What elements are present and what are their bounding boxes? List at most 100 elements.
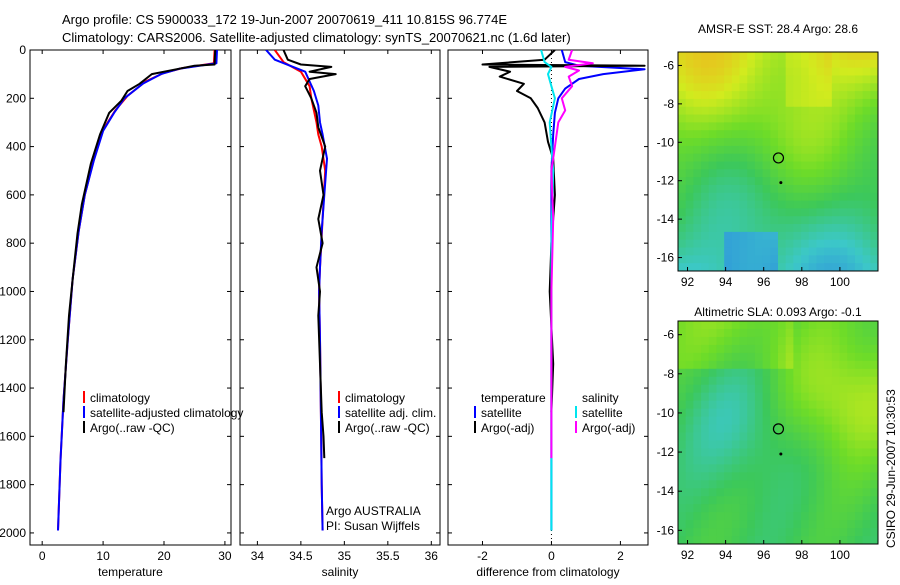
map-cell — [801, 432, 810, 442]
map-cell — [701, 520, 710, 529]
map-cell — [762, 384, 771, 394]
map-cell — [762, 440, 771, 450]
map-cell — [778, 336, 787, 346]
map-cell — [731, 184, 741, 194]
map-cell — [793, 184, 802, 194]
map-cell — [778, 208, 787, 217]
map-cell — [816, 184, 825, 194]
map-cell — [747, 263, 756, 271]
map-cell — [808, 161, 818, 170]
map-cell — [847, 512, 856, 521]
map-cell — [708, 336, 718, 346]
map-cell — [685, 224, 694, 233]
map-cell — [747, 231, 756, 241]
map-cell — [854, 122, 864, 131]
map-cell — [831, 216, 841, 225]
map-cell — [839, 130, 848, 139]
map-cell — [678, 520, 687, 529]
map-cell — [793, 520, 802, 529]
x-tick-label: 2 — [617, 549, 624, 563]
map-cell — [685, 528, 694, 537]
map-cell — [701, 392, 710, 402]
map-cell — [770, 368, 779, 378]
map-cell — [724, 200, 733, 210]
map-cell — [724, 145, 733, 155]
map-cell — [739, 83, 748, 92]
map-cell — [693, 83, 702, 92]
map-cell — [862, 231, 871, 241]
map-cell — [701, 504, 710, 513]
map-cell — [816, 263, 825, 271]
map-cell — [824, 263, 833, 271]
map-cell — [747, 216, 756, 225]
map-cell — [762, 106, 771, 116]
map-cell — [716, 52, 725, 61]
map-cell — [678, 192, 687, 202]
map-cell — [854, 153, 864, 163]
map-cell — [839, 263, 848, 271]
map-cell — [724, 239, 733, 249]
map-cell — [831, 400, 841, 410]
map-cell — [847, 247, 856, 256]
map-cell — [724, 224, 733, 233]
map-cell — [747, 392, 756, 402]
map-cell — [847, 456, 856, 465]
map-cell — [701, 169, 710, 178]
map-cell — [862, 161, 871, 170]
map-cell — [808, 416, 818, 426]
map-cell — [808, 448, 818, 457]
map-cell — [747, 224, 756, 233]
map-cell — [739, 352, 748, 362]
map-cell — [693, 368, 702, 378]
map-cell — [724, 456, 733, 465]
map-cell — [724, 231, 733, 241]
map-cell — [716, 321, 725, 330]
map-cell — [831, 263, 841, 271]
map-cell — [693, 52, 702, 61]
map-cell — [808, 336, 818, 346]
map-cell — [854, 488, 864, 497]
map-cell — [824, 424, 833, 434]
map-cell — [724, 184, 733, 194]
map-cell — [708, 231, 718, 241]
map-cell — [816, 216, 825, 225]
map-cell — [731, 376, 741, 386]
map-cell — [685, 512, 694, 521]
map-cell — [724, 488, 733, 497]
map-cell — [762, 255, 771, 264]
map-cell — [839, 392, 848, 402]
map-cell — [862, 52, 871, 61]
map-cell — [778, 263, 787, 271]
map-cell — [762, 360, 771, 370]
map-cell — [708, 106, 718, 116]
map-cell — [785, 520, 794, 529]
map-cell — [778, 75, 787, 84]
map-cell — [724, 528, 733, 537]
map-cell — [870, 161, 878, 170]
map-cell — [801, 161, 810, 170]
map-cell — [854, 184, 864, 194]
map-cell — [801, 106, 810, 116]
map-cell — [678, 392, 687, 402]
map-cell — [739, 239, 748, 249]
map-cell — [770, 344, 779, 354]
map-cell — [762, 472, 771, 481]
map-cell — [701, 408, 710, 418]
map-cell — [824, 464, 833, 473]
map-cell — [701, 145, 710, 155]
map-cell — [762, 416, 771, 426]
map-cell — [708, 344, 718, 354]
map-cell — [785, 130, 794, 139]
map-cell — [808, 122, 818, 131]
map-cell — [678, 98, 687, 108]
map-cell — [685, 400, 694, 410]
map-cell — [785, 98, 794, 108]
map-cell — [785, 145, 794, 155]
map-cell — [870, 321, 878, 330]
map-cell — [847, 192, 856, 202]
map-cell — [816, 464, 825, 473]
map-cell — [801, 520, 810, 529]
map-cell — [816, 400, 825, 410]
map-cell — [701, 416, 710, 426]
map-cell — [793, 360, 802, 370]
